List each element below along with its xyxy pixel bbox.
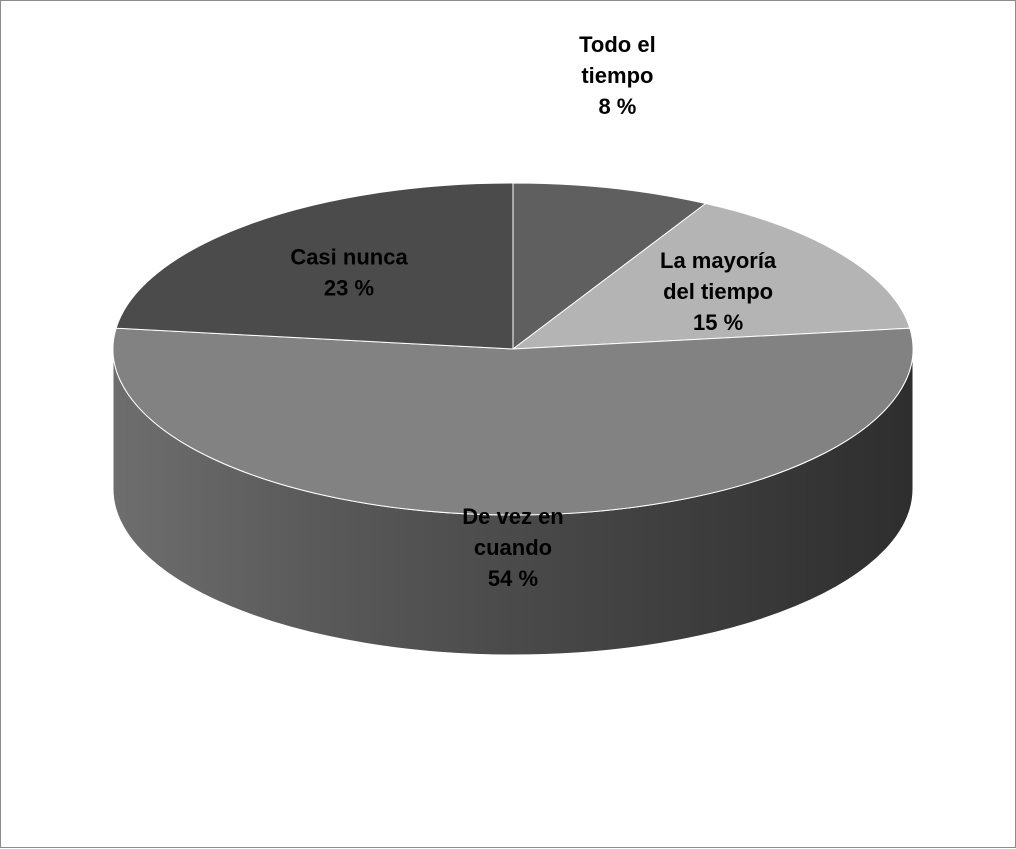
pie-slice-de-vez-en-cuando <box>112 327 914 516</box>
slice-label-todo-el-tiempo: Todo el tiempo 8 % <box>579 32 656 119</box>
slice-name-line: tiempo <box>581 63 653 88</box>
slice-value-label: 23 % <box>324 275 374 300</box>
slice-name-line: cuando <box>474 535 552 560</box>
slice-label-casi-nunca: Casi nunca 23 % <box>290 244 408 300</box>
pie-slices <box>112 182 914 516</box>
pie-slice-la-mayor-a-del-tiempo <box>511 202 911 350</box>
pie-slice-todo-el-tiempo <box>512 182 707 351</box>
slice-name-line: del tiempo <box>663 279 773 304</box>
slice-value-label: 54 % <box>488 566 538 591</box>
slice-name-line: De vez en <box>462 504 564 529</box>
slice-name-line: Todo el <box>579 32 656 57</box>
slice-name-line: La mayoría <box>660 248 777 273</box>
pie-slice-casi-nunca <box>115 182 514 350</box>
slice-label-la-mayor-a-del-tiempo: La mayoría del tiempo 15 % <box>660 248 777 335</box>
slice-value-label: 8 % <box>598 94 636 119</box>
slice-value-label: 15 % <box>693 310 743 335</box>
slice-labels: Todo el tiempo 8 % La mayoría del tiempo 15 %… <box>290 32 777 591</box>
slice-label-de-vez-en-cuando: De vez en cuando 54 % <box>462 504 564 591</box>
slice-name-line: Casi nunca <box>290 244 408 269</box>
